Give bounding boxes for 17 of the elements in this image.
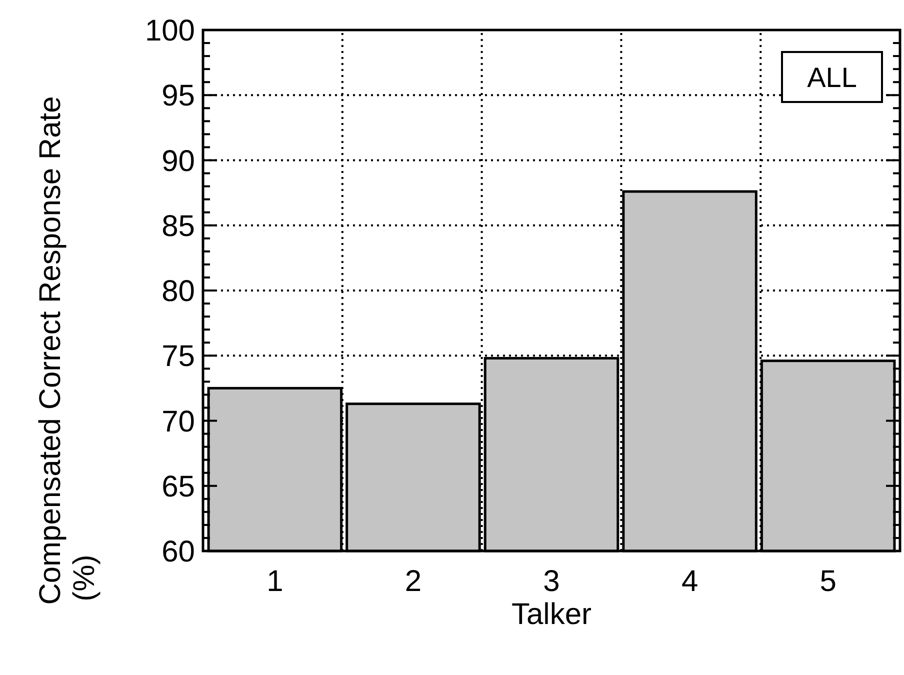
y-tick-label: 75 [162,340,195,374]
x-tick-label: 5 [820,565,836,598]
y-tick-label: 100 [144,14,195,48]
y-tick-label: 80 [162,275,195,308]
y-tick-label: 95 [162,80,195,113]
x-tick-label: 4 [681,565,698,598]
x-tick-label: 2 [404,565,422,598]
x-tick-label: 1 [266,565,284,598]
y-axis-title: Compensated Correct Response Rate (%) [34,96,101,605]
y-tick-label: 90 [162,144,195,178]
x-axis-title: Talker [511,598,592,631]
y-tick-label: 60 [162,536,195,568]
y-tick-label: 70 [162,405,195,438]
x-tick-label: 3 [543,565,560,598]
y-tick-label: 65 [162,470,195,504]
annotation: ALL [807,62,857,93]
y-tick-label: 85 [162,210,195,243]
